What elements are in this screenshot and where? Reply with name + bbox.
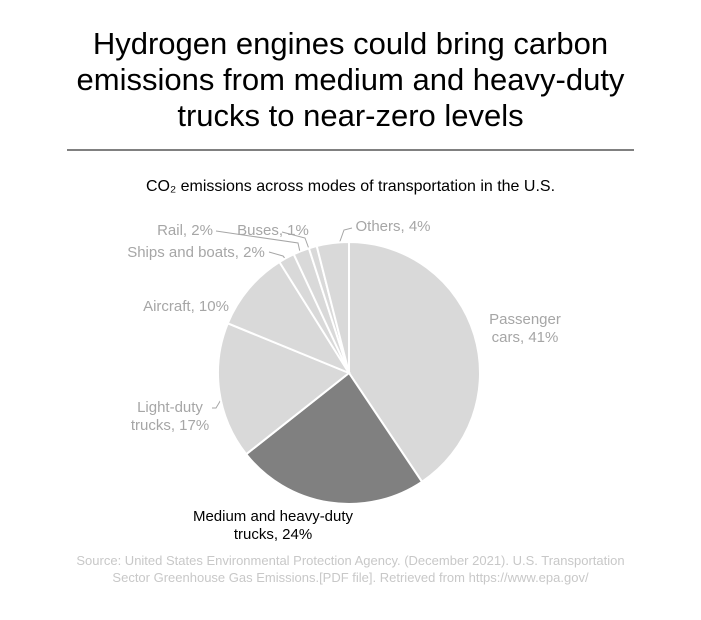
chart-subtitle: CO₂ emissions across modes of transporta… [145,178,556,195]
slice-label: Passenger cars, 41% [489,311,561,346]
source-note: Source: United States Environmental Prot… [76,553,625,568]
slice-label: Buses, 1% [237,222,309,239]
chart-title: Hydrogen engines could bring carbon emis… [76,26,625,133]
pie-slice [244,371,424,505]
pie-slice [315,240,350,374]
slice-label: Ships and boats, 2% [127,244,265,261]
leader-lines [212,227,353,409]
slice-label: Aircraft, 10% [143,298,229,315]
source-note: Sector Greenhouse Gas Emissions.[PDF fil… [112,570,589,585]
slice-label: Light-duty trucks, 17% [130,399,210,434]
pie-slice [226,260,352,376]
pie-slice [348,240,481,484]
slice-label: Medium and heavy-duty trucks, 24% [192,508,354,543]
slice-label: Others, 4% [355,218,431,235]
pie-slice [217,322,351,456]
slice-label: Rail, 2% [157,222,213,239]
